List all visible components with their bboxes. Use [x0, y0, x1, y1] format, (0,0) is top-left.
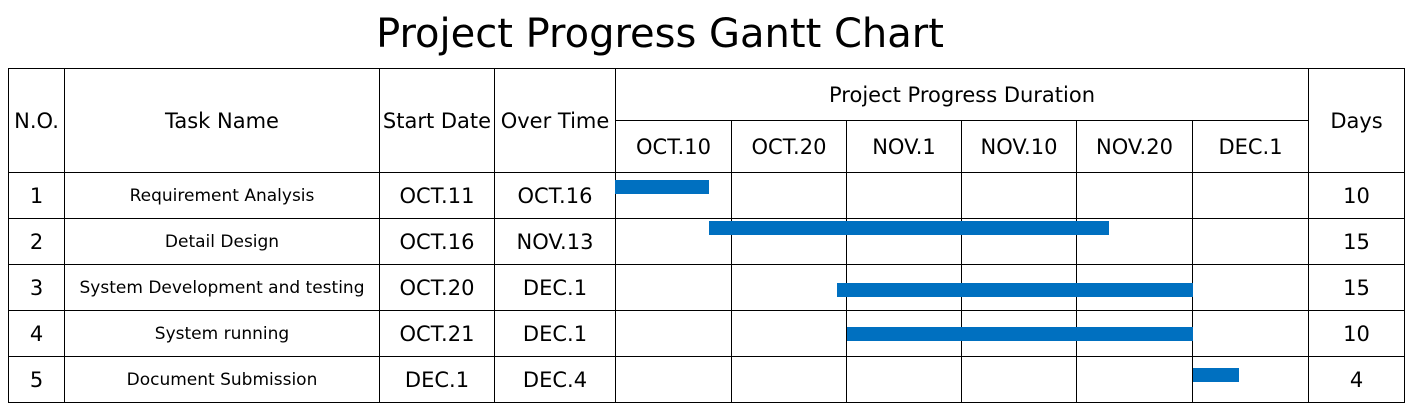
- table-row: 5 Document Submission DEC.1 DEC.4 4: [8, 356, 1406, 403]
- grid-cell: [731, 218, 847, 265]
- grid-cell: [961, 264, 1077, 311]
- grid-cell: [615, 264, 732, 311]
- gantt-table: N.O. Task Name Start Date Over Time Proj…: [8, 68, 1406, 403]
- grid-cell: [846, 356, 962, 403]
- table-row: 4 System running OCT.21 DEC.1 10: [8, 310, 1406, 357]
- task-no: 3: [8, 264, 65, 311]
- task-days: 10: [1308, 310, 1406, 357]
- task-name: Requirement Analysis: [64, 172, 380, 219]
- grid-cell: [615, 172, 732, 219]
- task-start: OCT.16: [379, 218, 495, 265]
- task-name: Detail Design: [64, 218, 380, 265]
- task-start: OCT.21: [379, 310, 495, 357]
- timeline-tick: OCT.10: [615, 120, 732, 173]
- grid-cell: [615, 356, 732, 403]
- grid-cell: [846, 172, 962, 219]
- grid-cell: [1191, 310, 1310, 357]
- task-no: 5: [8, 356, 65, 403]
- task-over: DEC.4: [494, 356, 616, 403]
- task-days: 4: [1308, 356, 1406, 403]
- table-row: 3 System Development and testing OCT.20 …: [8, 264, 1406, 311]
- grid-cell: [961, 172, 1077, 219]
- grid-cell: [1076, 218, 1193, 265]
- task-over: DEC.1: [494, 310, 616, 357]
- task-start: OCT.20: [379, 264, 495, 311]
- grid-cell: [731, 172, 847, 219]
- timeline-tick: NOV.20: [1076, 120, 1193, 173]
- table-row: 1 Requirement Analysis OCT.11 OCT.16 10: [8, 172, 1406, 219]
- grid-cell: [1076, 264, 1193, 311]
- grid-cell: [1076, 172, 1193, 219]
- grid-cell: [961, 356, 1077, 403]
- grid-cell: [846, 218, 962, 265]
- task-name: System Development and testing: [64, 264, 380, 311]
- grid-cell: [731, 310, 847, 357]
- timeline-tick: OCT.20: [731, 120, 847, 173]
- task-days: 15: [1308, 264, 1406, 311]
- task-over: DEC.1: [494, 264, 616, 311]
- grid-cell: [731, 356, 847, 403]
- header-duration: Project Progress Duration: [614, 68, 1310, 121]
- grid-cell: [961, 218, 1077, 265]
- table-row: 2 Detail Design OCT.16 NOV.13 15: [8, 218, 1406, 265]
- task-no: 2: [8, 218, 65, 265]
- task-over: OCT.16: [494, 172, 616, 219]
- task-over: NOV.13: [494, 218, 616, 265]
- header-start-date: Start Date: [379, 68, 495, 173]
- grid-cell: [1191, 356, 1310, 403]
- timeline-tick: NOV.10: [961, 120, 1077, 173]
- grid-cell: [1191, 264, 1310, 311]
- grid-cell: [1191, 172, 1310, 219]
- task-days: 10: [1308, 172, 1406, 219]
- task-start: DEC.1: [379, 356, 495, 403]
- header-days: Days: [1308, 68, 1406, 173]
- grid-cell: [615, 310, 732, 357]
- task-no: 1: [8, 172, 65, 219]
- grid-cell: [961, 310, 1077, 357]
- grid-cell: [846, 264, 962, 311]
- grid-cell: [731, 264, 847, 311]
- task-days: 15: [1308, 218, 1406, 265]
- header-over-time: Over Time: [494, 68, 616, 173]
- task-start: OCT.11: [379, 172, 495, 219]
- grid-cell: [615, 218, 732, 265]
- header-no: N.O.: [8, 68, 65, 173]
- grid-cell: [846, 310, 962, 357]
- task-no: 4: [8, 310, 65, 357]
- grid-cell: [1076, 310, 1193, 357]
- task-name: Document Submission: [64, 356, 380, 403]
- header-task-name: Task Name: [64, 68, 380, 173]
- timeline-tick: DEC.1: [1191, 120, 1310, 173]
- timeline-tick: NOV.1: [846, 120, 962, 173]
- chart-title: Project Progress Gantt Chart: [376, 11, 944, 57]
- grid-cell: [1076, 356, 1193, 403]
- task-name: System running: [64, 310, 380, 357]
- grid-cell: [1191, 218, 1310, 265]
